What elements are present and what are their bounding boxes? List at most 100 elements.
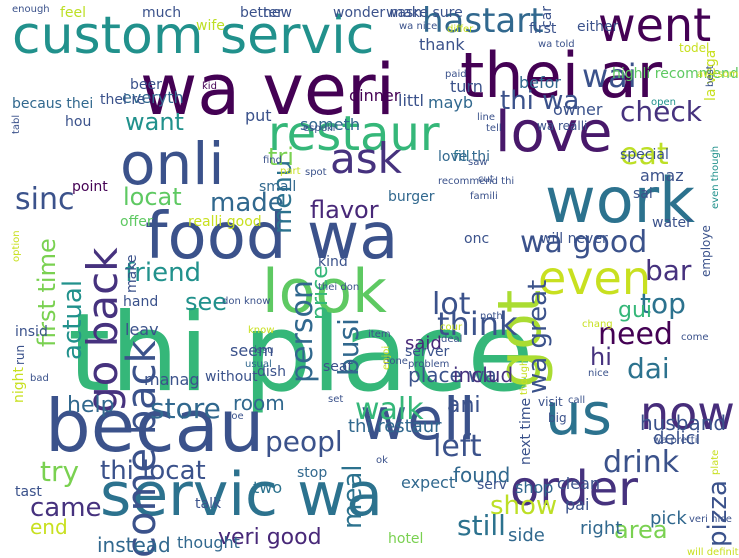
cloud-word: eat bbox=[620, 137, 669, 172]
cloud-word: look bbox=[262, 257, 387, 327]
cloud-word: hand bbox=[123, 294, 159, 310]
cloud-word: owner bbox=[553, 100, 603, 119]
cloud-word: make bbox=[124, 254, 140, 293]
cloud-word: locat bbox=[123, 183, 182, 211]
cloud-word: love thi bbox=[438, 149, 491, 165]
cloud-word: chang bbox=[582, 319, 613, 330]
cloud-word: fill bbox=[453, 149, 470, 165]
cloud-word: line bbox=[477, 112, 496, 123]
cloud-word: next time bbox=[518, 397, 534, 465]
cloud-word: either bbox=[577, 19, 619, 35]
cloud-word: will definit bbox=[687, 547, 739, 558]
cloud-word: awesom bbox=[697, 69, 739, 80]
cloud-word: water bbox=[652, 215, 692, 231]
cloud-word: sai bbox=[633, 186, 653, 202]
cloud-word: even bbox=[538, 251, 651, 305]
cloud-word: wa told bbox=[538, 39, 575, 50]
cloud-word: offer bbox=[120, 214, 153, 230]
cloud-word: nice bbox=[588, 368, 609, 379]
cloud-word: went bbox=[598, 0, 712, 52]
cloud-word: now bbox=[640, 386, 735, 440]
cloud-word: open bbox=[651, 97, 676, 108]
cloud-word: hou bbox=[65, 114, 92, 130]
cloud-word: first bbox=[529, 21, 557, 37]
cloud-word: visit bbox=[538, 395, 563, 409]
cloud-word: thank bbox=[419, 35, 465, 54]
cloud-word: bad bbox=[30, 373, 49, 384]
cloud-word: veri good bbox=[218, 525, 322, 550]
cloud-word: drink bbox=[603, 445, 680, 480]
cloud-word: beer bbox=[130, 77, 162, 93]
cloud-word: dinner bbox=[349, 86, 401, 105]
cloud-word: check bbox=[620, 95, 702, 128]
cloud-word: gui bbox=[618, 298, 653, 323]
cloud-word: night bbox=[11, 366, 27, 403]
cloud-word: know bbox=[248, 325, 275, 336]
cloud-word: ani bbox=[447, 393, 481, 418]
cloud-word: option bbox=[11, 230, 22, 262]
cloud-word: burger bbox=[388, 189, 435, 205]
cloud-word: thi wa bbox=[500, 86, 580, 116]
cloud-word: employe bbox=[699, 225, 713, 277]
cloud-word: walk bbox=[355, 392, 424, 427]
cloud-word: husband bbox=[640, 411, 727, 435]
cloud-word: wasn bbox=[386, 5, 423, 21]
cloud-word: seem bbox=[230, 341, 274, 360]
cloud-word: person bbox=[285, 280, 320, 383]
cloud-word: said bbox=[405, 333, 442, 354]
cloud-word: love bbox=[495, 100, 613, 165]
cloud-word: seat bbox=[323, 359, 353, 375]
cloud-word: thei don bbox=[318, 282, 360, 293]
cloud-word: point bbox=[72, 179, 108, 195]
cloud-word: big bbox=[548, 411, 567, 425]
cloud-word: wa nice bbox=[399, 21, 438, 32]
cloud-word: find bbox=[263, 155, 282, 166]
cloud-word: dish bbox=[257, 364, 286, 380]
cloud-word: top bbox=[640, 287, 686, 320]
cloud-word: peopl bbox=[265, 425, 343, 458]
cloud-word: restaur bbox=[268, 106, 440, 162]
cloud-word: ok bbox=[376, 455, 388, 466]
cloud-word: lot bbox=[432, 287, 471, 322]
cloud-word: delici bbox=[653, 428, 701, 449]
cloud-word: us bbox=[545, 380, 612, 448]
cloud-word: onli bbox=[120, 130, 225, 198]
cloud-word: much bbox=[142, 5, 182, 21]
cloud-word: stop bbox=[297, 465, 328, 481]
cloud-word: wonder make sure bbox=[333, 5, 463, 21]
cloud-word: still bbox=[457, 509, 506, 542]
cloud-word: came bbox=[30, 493, 102, 523]
cloud-word: befor bbox=[519, 73, 561, 92]
cloud-word: think bbox=[437, 305, 518, 343]
cloud-word: enough bbox=[12, 4, 50, 15]
cloud-word: two bbox=[253, 478, 283, 497]
cloud-word: thei re bbox=[100, 92, 146, 108]
cloud-word: want bbox=[125, 108, 184, 136]
cloud-word: found bbox=[453, 463, 511, 487]
cloud-word: saw bbox=[468, 157, 488, 168]
cloud-word: pick bbox=[650, 508, 687, 529]
cloud-word: tabl bbox=[11, 114, 22, 134]
cloud-word: onc bbox=[464, 231, 490, 247]
cloud-word: right bbox=[580, 518, 623, 539]
cloud-word: tell bbox=[486, 123, 502, 134]
cloud-word: veri nice bbox=[689, 514, 732, 525]
cloud-word: custom servic bbox=[12, 6, 375, 66]
cloud-word: room bbox=[233, 391, 285, 415]
cloud-word: talk bbox=[195, 496, 222, 512]
cloud-word: tast bbox=[15, 484, 42, 500]
cloud-word: flavor bbox=[310, 196, 379, 224]
cloud-word: thought bbox=[177, 533, 240, 552]
cloud-word: servic wa bbox=[100, 460, 383, 530]
cloud-word: order bbox=[510, 461, 638, 517]
cloud-word: spot bbox=[305, 167, 327, 178]
cloud-word: new bbox=[263, 5, 292, 21]
cloud-word: wa veri bbox=[140, 49, 396, 131]
cloud-word: leav bbox=[125, 320, 159, 339]
cloud-word: store bbox=[150, 392, 221, 425]
cloud-word: ask bbox=[330, 134, 402, 183]
cloud-word: plate bbox=[710, 449, 721, 475]
cloud-word: without bbox=[205, 369, 258, 385]
cloud-word: though bbox=[519, 359, 530, 395]
